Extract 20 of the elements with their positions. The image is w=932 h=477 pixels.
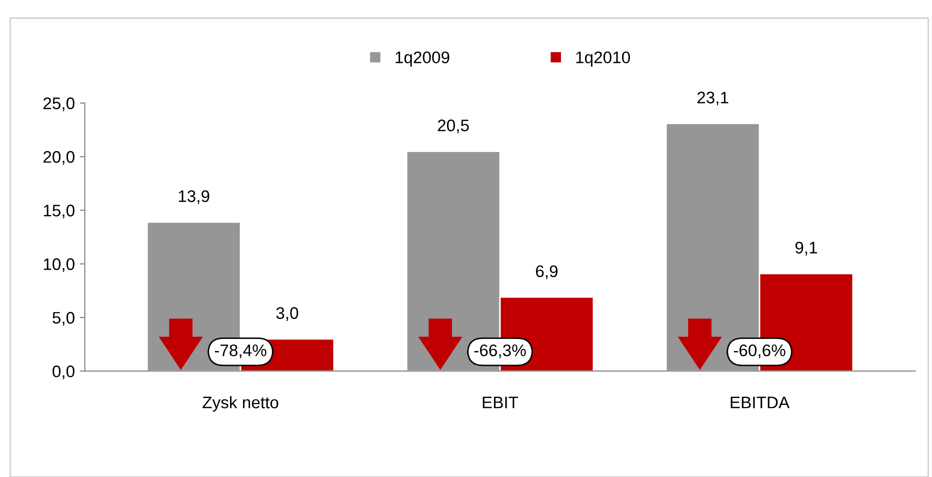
x-tick-label: EBIT — [482, 396, 518, 408]
y-tick-label: 20,0 — [43, 151, 74, 165]
legend-label: 1q2009 — [396, 51, 450, 67]
data-label: 20,5 — [438, 120, 469, 134]
y-tick-label: 10,0 — [44, 258, 74, 272]
annotation: -66,3% — [474, 344, 526, 358]
data-label: 6,9 — [536, 265, 558, 280]
y-tick-label: 25,0 — [43, 97, 74, 112]
data-label: 13,9 — [178, 190, 210, 204]
y-tick-label: 15,0 — [44, 204, 74, 218]
data-label: 23,1 — [697, 92, 728, 106]
x-tick-label: EBITDA — [730, 396, 790, 408]
data-label: 3,0 — [276, 307, 298, 321]
x-tick-label: Zysk netto — [202, 396, 278, 412]
annotation: -78,4% — [214, 344, 266, 358]
legend-label: 1q2010 — [576, 51, 630, 67]
y-tick-label: 5,0 — [52, 312, 74, 326]
data-label: 9,1 — [795, 242, 818, 256]
annotation: -60,6% — [734, 344, 786, 358]
y-tick-label: 0,0 — [52, 366, 74, 380]
